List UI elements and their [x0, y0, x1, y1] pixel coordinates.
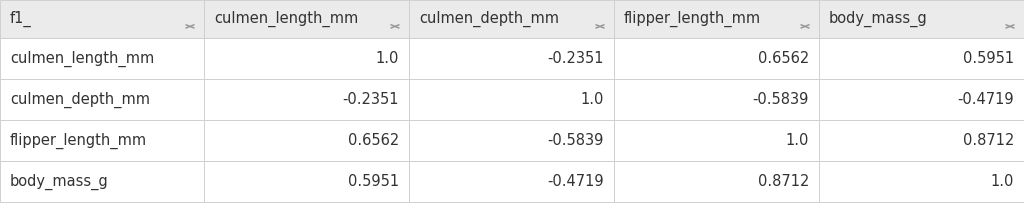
Text: -0.4719: -0.4719	[957, 92, 1014, 107]
Bar	[409, 38, 614, 79]
Text: 1.0: 1.0	[581, 92, 604, 107]
Text: flipper_length_mm: flipper_length_mm	[624, 11, 761, 27]
Bar	[614, 79, 819, 120]
Text: -0.4719: -0.4719	[548, 174, 604, 189]
Bar	[204, 161, 409, 202]
Bar	[409, 120, 614, 161]
Bar	[819, 38, 1024, 79]
Text: 1.0: 1.0	[990, 174, 1014, 189]
Text: 1.0: 1.0	[785, 133, 809, 148]
Bar	[0, 0, 204, 38]
Text: culmen_depth_mm: culmen_depth_mm	[10, 91, 150, 108]
Bar	[614, 38, 819, 79]
Text: 0.6562: 0.6562	[348, 133, 399, 148]
Bar	[409, 79, 614, 120]
Text: 0.5951: 0.5951	[963, 51, 1014, 66]
Text: body_mass_g: body_mass_g	[10, 173, 109, 190]
Text: -0.5839: -0.5839	[753, 92, 809, 107]
Text: 0.6562: 0.6562	[758, 51, 809, 66]
Bar	[819, 79, 1024, 120]
Text: 0.5951: 0.5951	[348, 174, 399, 189]
Text: f1_: f1_	[10, 11, 32, 27]
Text: -0.2351: -0.2351	[548, 51, 604, 66]
Bar	[0, 161, 204, 202]
Bar	[819, 120, 1024, 161]
Text: 0.8712: 0.8712	[758, 174, 809, 189]
Text: culmen_length_mm: culmen_length_mm	[10, 50, 155, 67]
Text: -0.5839: -0.5839	[548, 133, 604, 148]
Bar	[204, 0, 409, 38]
Bar	[819, 161, 1024, 202]
Text: flipper_length_mm: flipper_length_mm	[10, 132, 147, 149]
Bar	[819, 0, 1024, 38]
Text: body_mass_g: body_mass_g	[829, 11, 928, 27]
Text: culmen_length_mm: culmen_length_mm	[214, 11, 358, 27]
Bar	[204, 120, 409, 161]
Bar	[204, 79, 409, 120]
Text: 0.8712: 0.8712	[963, 133, 1014, 148]
Bar	[409, 161, 614, 202]
Text: culmen_depth_mm: culmen_depth_mm	[419, 11, 559, 27]
Text: 1.0: 1.0	[376, 51, 399, 66]
Bar	[614, 0, 819, 38]
Bar	[0, 38, 204, 79]
Text: -0.2351: -0.2351	[342, 92, 399, 107]
Bar	[0, 120, 204, 161]
Bar	[614, 161, 819, 202]
Bar	[409, 0, 614, 38]
Bar	[614, 120, 819, 161]
Bar	[0, 79, 204, 120]
Bar	[204, 38, 409, 79]
